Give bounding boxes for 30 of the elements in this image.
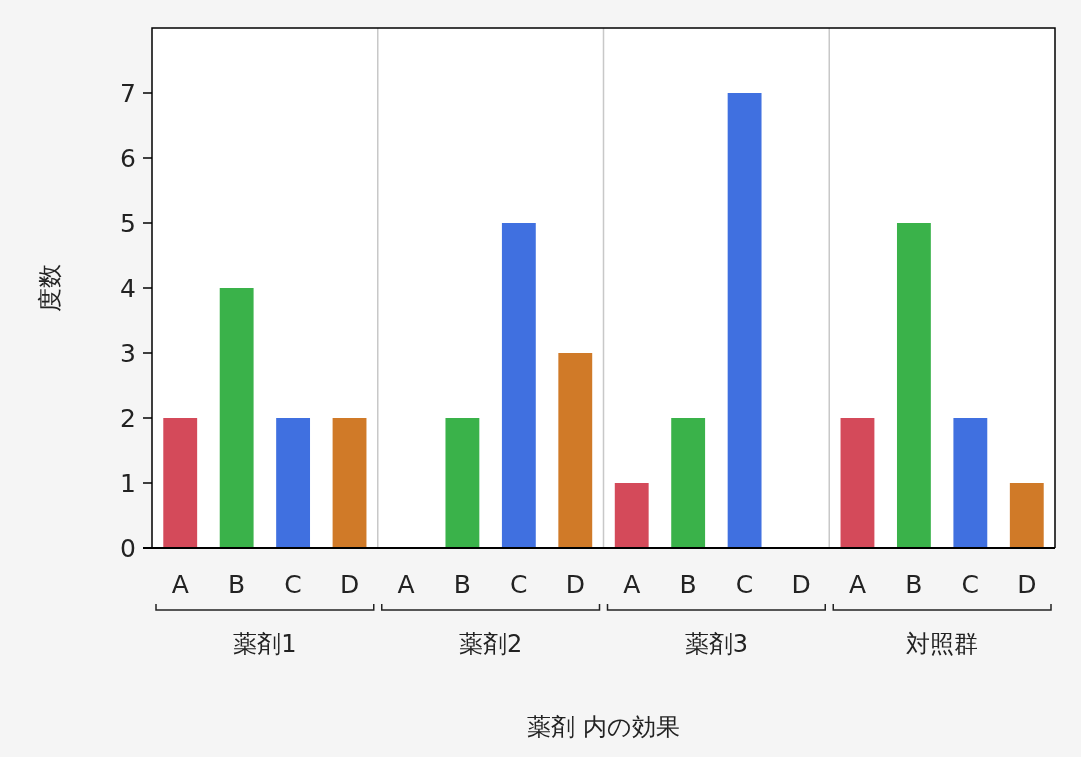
y-tick-label: 6 — [120, 144, 136, 173]
x-axis-title: 薬剤2 — [458, 630, 523, 658]
y-tick-label: 0 — [120, 534, 136, 563]
x-axis-title: 薬剤1 — [233, 630, 297, 658]
x-tick-label: B — [905, 570, 923, 599]
y-tick-label: 4 — [120, 274, 136, 303]
x-tick-label: A — [848, 570, 867, 599]
y-tick-label: 2 — [120, 404, 136, 433]
x-axis-title: 薬剤3 — [684, 630, 749, 658]
x-tick-label: D — [791, 570, 811, 599]
x-tick-label: C — [510, 570, 528, 599]
x-tick-label: A — [623, 570, 641, 599]
x-tick-label: A — [171, 570, 189, 599]
text: 薬剤 内の効果 — [527, 713, 680, 741]
x-tick-label: D — [339, 570, 360, 599]
x-tick-label: C — [284, 570, 302, 599]
x-axis-title: 対照群 — [906, 630, 979, 658]
y-tick-label: 3 — [120, 339, 136, 368]
y-axis-title: 度数 — [36, 264, 64, 312]
x-tick-label: A — [397, 570, 415, 599]
y-tick-label: 5 — [120, 209, 136, 238]
x-tick-label: B — [679, 570, 697, 599]
x-tick-label: D — [565, 570, 585, 599]
x-tick-label: C — [735, 570, 754, 599]
x-tick-label: B — [453, 570, 471, 599]
x-tick-label: C — [961, 570, 980, 599]
x-tick-label: B — [228, 570, 246, 599]
y-tick-label: 1 — [120, 469, 136, 498]
x-tick-label: D — [1017, 570, 1037, 599]
y-tick-label: 7 — [120, 79, 136, 108]
